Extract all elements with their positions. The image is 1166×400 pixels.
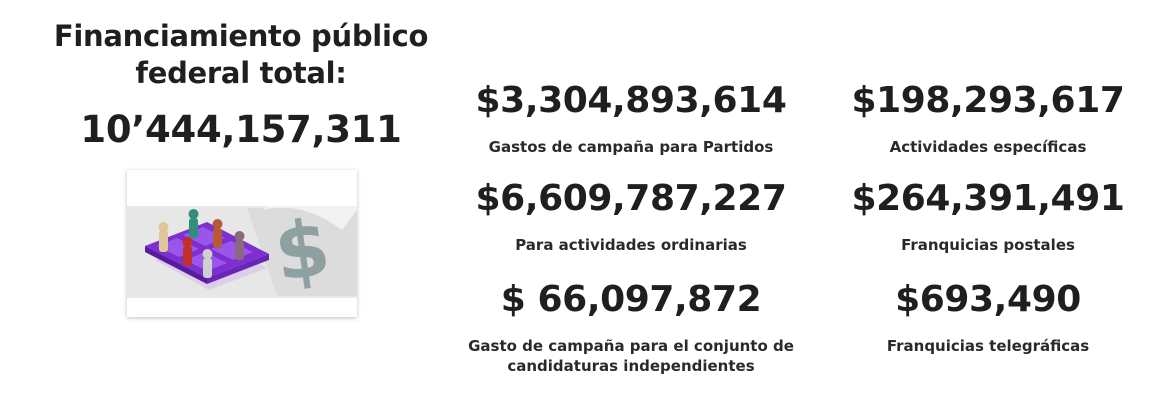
stat-amount: $693,490	[895, 279, 1081, 320]
stat-campaign-parties: $3,304,893,614 Gastos de campaña para Pa…	[440, 79, 822, 157]
stat-amount: $ 66,097,872	[500, 279, 762, 320]
stat-label-line: Gasto de campaña para el conjunto de	[468, 337, 794, 355]
stat-label: Gasto de campaña para el conjunto de can…	[440, 336, 822, 376]
stat-amount: $3,304,893,614	[475, 80, 787, 121]
svg-text:$: $	[269, 203, 335, 300]
stat-label: Actividades específicas	[838, 137, 1138, 157]
stat-amount: $264,391,491	[851, 178, 1125, 219]
stat-label: Para actividades ordinarias	[440, 235, 822, 255]
title-line-2: federal total:	[135, 56, 347, 90]
stat-label-line: Actividades específicas	[889, 138, 1087, 156]
stat-amount: $6,609,787,227	[475, 178, 787, 219]
title-line-1: Financiamiento público	[53, 19, 429, 53]
stat-label-line: Franquicias postales	[901, 236, 1075, 254]
stat-postal-franchises: $264,391,491 Franquicias postales	[838, 177, 1138, 255]
stat-label-line: candidaturas independientes	[507, 357, 755, 375]
stat-label-line: Gastos de campaña para Partidos	[488, 138, 774, 156]
stat-ordinary-activities: $6,609,787,227 Para actividades ordinari…	[440, 177, 822, 255]
page-title: Financiamiento público federal total:	[40, 18, 442, 92]
stat-label-line: Franquicias telegráficas	[886, 337, 1090, 355]
stat-independent-candidates: $ 66,097,872 Gasto de campaña para el co…	[440, 278, 822, 376]
stat-label: Gastos de campaña para Partidos	[440, 137, 822, 157]
stat-label: Franquicias postales	[838, 235, 1138, 255]
campaign-finance-illustration-icon: $	[127, 170, 357, 317]
total-amount: 10’444,157,311	[80, 108, 402, 151]
summary-panel: Financiamiento público federal total: 10…	[40, 18, 442, 152]
stat-telegraph-franchises: $693,490 Franquicias telegráficas	[838, 278, 1138, 356]
stat-specific-activities: $198,293,617 Actividades específicas	[838, 79, 1138, 157]
stat-label-line: Para actividades ordinarias	[515, 236, 747, 254]
stat-label: Franquicias telegráficas	[838, 336, 1138, 356]
stat-amount: $198,293,617	[851, 80, 1125, 121]
